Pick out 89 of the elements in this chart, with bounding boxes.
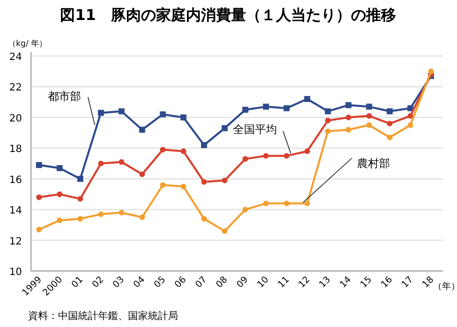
point [325, 118, 331, 124]
point [77, 216, 84, 222]
point [160, 111, 166, 118]
point [242, 156, 248, 162]
point [408, 122, 414, 128]
point [201, 216, 207, 222]
point [98, 160, 104, 166]
point [36, 226, 42, 232]
point [180, 114, 186, 120]
point [366, 122, 372, 128]
point [56, 218, 62, 224]
point [263, 153, 269, 159]
point [56, 191, 62, 198]
point [201, 179, 207, 185]
point [118, 108, 125, 114]
point [325, 128, 331, 134]
point [77, 196, 84, 202]
y-tick-label: 20 [9, 113, 22, 124]
y-tick-label: 10 [9, 267, 22, 278]
point [242, 206, 248, 212]
point [345, 102, 352, 108]
x-tick-label: 01 [70, 275, 86, 290]
x-tick-label: 14 [338, 274, 354, 290]
x-tick-label: 05 [152, 275, 168, 290]
point [324, 108, 331, 114]
y-tick-label: 16 [9, 174, 22, 186]
y-tick-label: 24 [9, 52, 22, 63]
point [262, 104, 269, 110]
point [346, 126, 352, 133]
point [36, 194, 42, 200]
point [222, 228, 228, 234]
x-tick-label: 17 [400, 275, 416, 290]
point [160, 182, 166, 188]
point [284, 153, 290, 159]
x-tick-label: 12 [297, 275, 312, 290]
point [346, 114, 352, 120]
point [386, 120, 393, 126]
x-tick-label: 13 [318, 275, 333, 290]
point [407, 105, 414, 112]
y-tick-label: 12 [9, 236, 22, 248]
point [139, 171, 145, 178]
point [284, 200, 290, 206]
point [304, 200, 310, 206]
point [201, 142, 208, 148]
point [118, 159, 124, 165]
point [56, 165, 63, 172]
x-tick-label: 04 [132, 274, 148, 290]
y-tick-label: 22 [9, 82, 22, 94]
y-tick-label: 14 [9, 206, 22, 217]
point [428, 68, 434, 74]
y-axis-title: （kg/ 年） [8, 39, 47, 48]
x-tick-label: 07 [194, 275, 210, 290]
x-tick-label: 16 [380, 274, 396, 290]
point [180, 148, 186, 154]
x-tick-label: 10 [256, 274, 272, 290]
x-tick-label: 15 [359, 275, 374, 290]
point [263, 200, 269, 206]
series-label: 都市部 [48, 90, 81, 103]
point [180, 184, 186, 190]
point [408, 113, 414, 119]
point [386, 108, 393, 114]
point [98, 211, 104, 217]
text: 資料：中国統計年鑑、国家統計局 [28, 310, 178, 322]
point [139, 126, 146, 133]
point [118, 210, 124, 216]
point [222, 178, 228, 184]
x-tick-label: 03 [111, 275, 127, 290]
point [222, 125, 228, 132]
point [160, 146, 166, 152]
series-label: 農村部 [357, 157, 390, 170]
x-tick-label: 09 [235, 274, 251, 290]
point [77, 176, 84, 182]
point [366, 104, 372, 110]
x-tick-label: 02 [90, 275, 106, 290]
x-tick-label: 08 [214, 274, 230, 290]
point [98, 110, 104, 116]
point [242, 106, 248, 113]
point [304, 96, 310, 102]
y-tick-label: 18 [9, 144, 22, 156]
chart-title: 図11 豚肉の家庭内消費量（１人当たり）の推移 [60, 6, 396, 24]
point [284, 105, 290, 112]
point [304, 148, 310, 154]
x-tick-label: 11 [276, 275, 292, 290]
x-tick-label: 06 [173, 274, 189, 290]
point [139, 214, 145, 220]
point [36, 162, 42, 168]
point [386, 134, 393, 140]
point [366, 113, 372, 119]
series-label: 全国平均 [233, 123, 277, 136]
